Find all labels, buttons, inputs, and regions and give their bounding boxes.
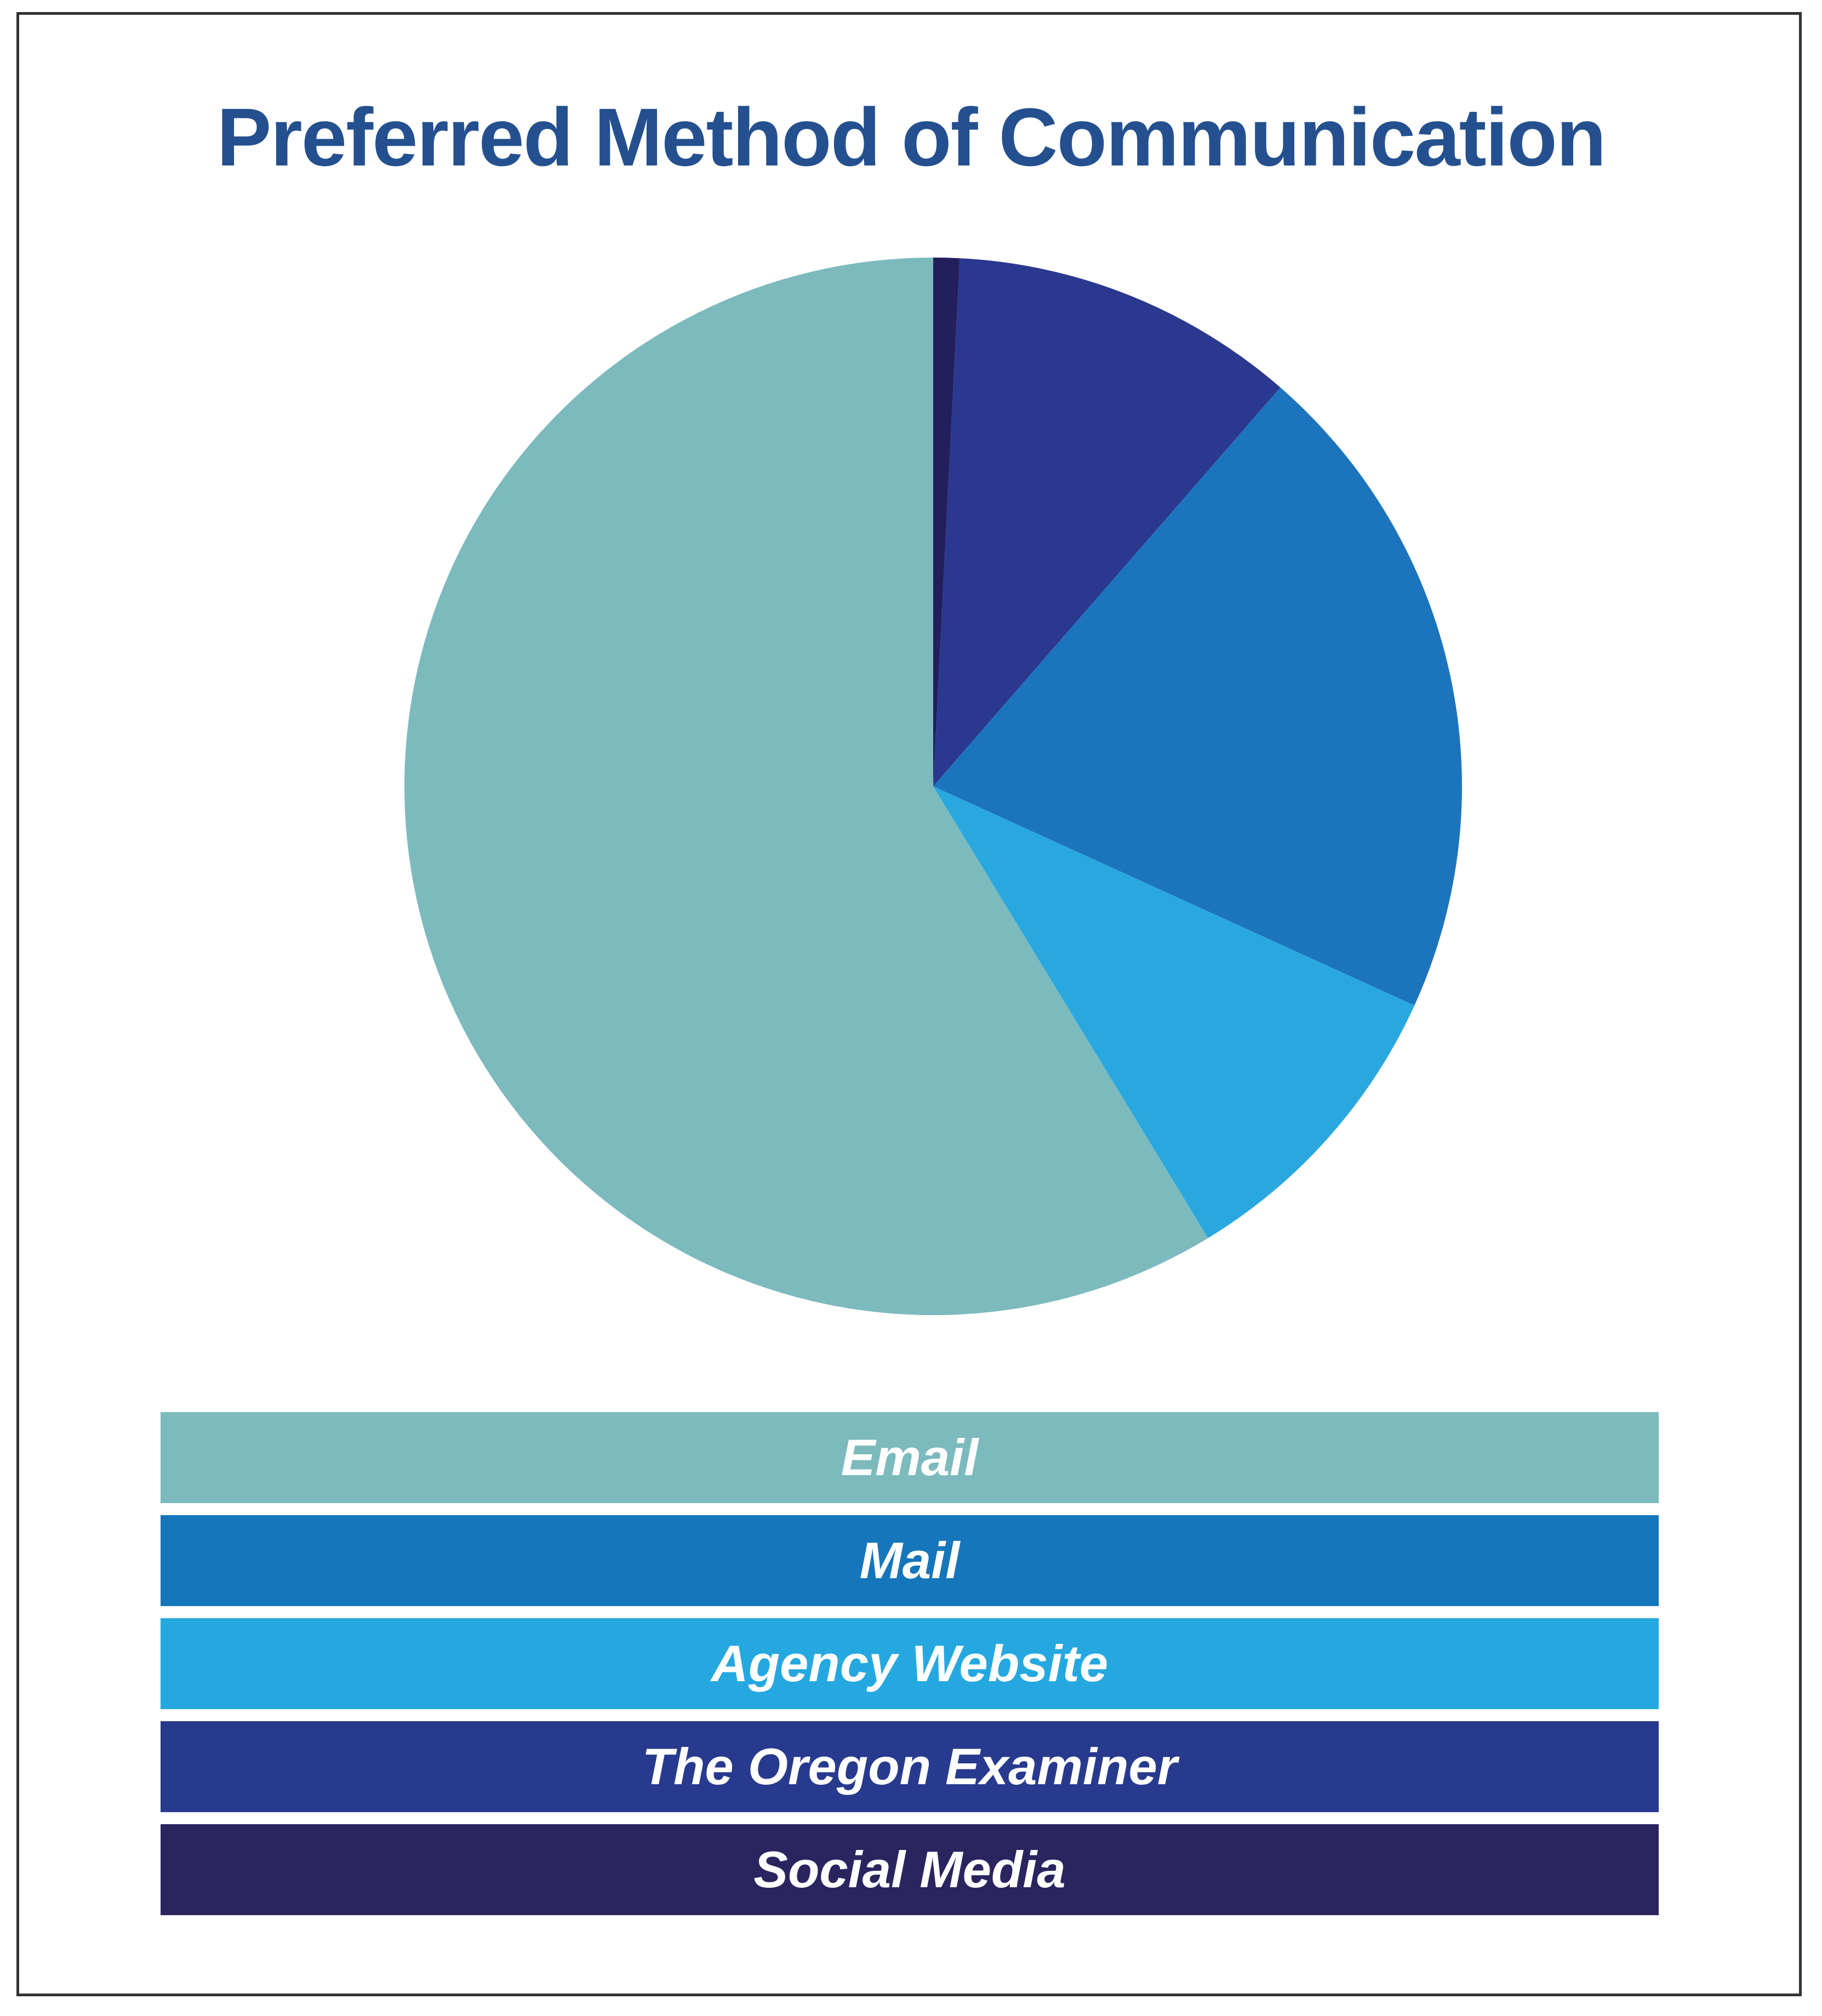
pie-slice-agency-website <box>933 786 1415 1238</box>
chart-title: Preferred Method of Communication <box>216 91 1606 183</box>
legend-item-social-media: Social Media <box>161 1824 1659 1915</box>
legend-item-email: Email <box>161 1412 1659 1503</box>
pie-slice-email <box>404 258 1208 1315</box>
pie-slice-the-oregon-examiner <box>933 258 1281 787</box>
pie-slice-mail <box>933 387 1462 1006</box>
pie-slice-social-media <box>933 258 960 786</box>
legend-item-mail: Mail <box>161 1515 1659 1606</box>
pie-chart <box>404 258 1462 1315</box>
legend-item-oregon-examiner: The Oregon Examiner <box>161 1721 1659 1812</box>
legend-item-agency-website: Agency Website <box>161 1618 1659 1709</box>
legend: Email Mail Agency Website The Oregon Exa… <box>161 1412 1659 1927</box>
